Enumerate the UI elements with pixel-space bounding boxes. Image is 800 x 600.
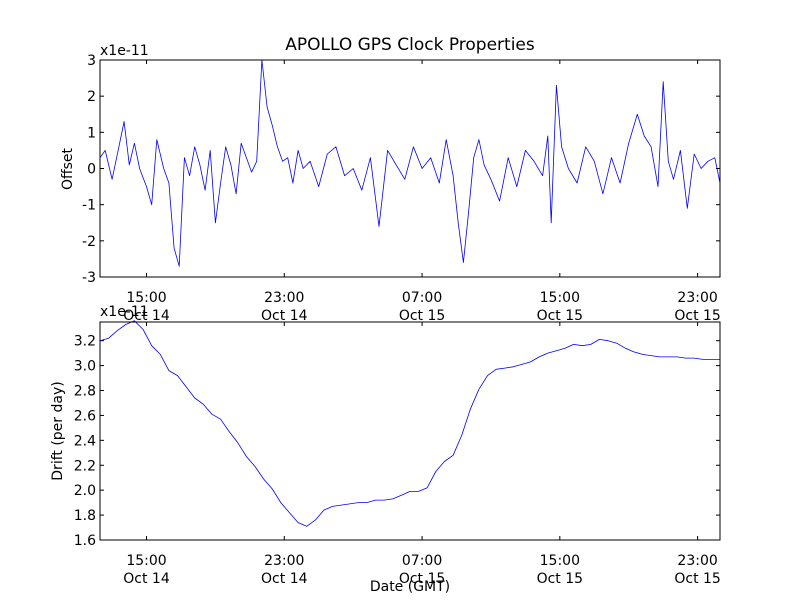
drift-y-tick-label: 2.0 (74, 483, 96, 499)
drift-ticks: 1.6 1.8 2.0 2.2 2.4 2.6 2.8 3.0 3.2 15:00 Oct 14 23… (74, 322, 721, 587)
offset-x-tick-time: 23:00 (264, 290, 304, 306)
drift-plot-frame (100, 322, 720, 540)
offset-y-tick-label: 3 (87, 53, 96, 69)
offset-y-tick-label: 0 (87, 162, 96, 178)
drift-x-tick-date: Oct 14 (123, 571, 170, 587)
drift-x-tick-time: 23:00 (264, 553, 304, 569)
offset-y-tick-label: -1 (82, 198, 96, 214)
drift-y-tick-label: 1.6 (74, 533, 96, 549)
offset-x-tick-time: 23:00 (677, 290, 717, 306)
drift-y-tick-label: 2.2 (74, 458, 96, 474)
drift-y-label: Drift (per day) (50, 381, 66, 480)
drift-panel: x1e-11 Drift (per day) 1.6 1.8 2.0 2.2 2.4 2.… (50, 304, 721, 587)
drift-x-tick-time: 23:00 (677, 553, 717, 569)
drift-x-tick-time: 07:00 (402, 553, 442, 569)
drift-x-tick-time: 15:00 (126, 553, 166, 569)
drift-y-multiplier: x1e-11 (100, 304, 149, 320)
offset-y-tick-label: 2 (87, 89, 96, 105)
drift-x-tick-date: Oct 14 (261, 571, 308, 587)
offset-y-label: Offset (60, 147, 76, 190)
drift-y-tick-label: 2.8 (74, 384, 96, 400)
drift-x-tick-time: 15:00 (540, 553, 580, 569)
drift-y-tick-label: 1.8 (74, 508, 96, 524)
drift-y-tick-label: 3.0 (74, 359, 96, 375)
drift-series-line (100, 321, 720, 527)
offset-y-tick-label: -2 (82, 234, 96, 250)
drift-x-tick-date: Oct 15 (674, 571, 720, 587)
offset-plot-frame (100, 60, 720, 277)
figure-title: APOLLO GPS Clock Properties (285, 35, 535, 55)
drift-y-tick-label: 3.2 (74, 334, 96, 350)
drift-y-tick-label: 2.6 (74, 408, 96, 424)
drift-x-tick-date: Oct 15 (537, 571, 583, 587)
offset-y-tick-label: 1 (87, 125, 96, 141)
offset-y-multiplier: x1e-11 (100, 43, 149, 59)
offset-x-tick-time: 15:00 (540, 290, 580, 306)
offset-series-line (100, 60, 720, 266)
offset-x-tick-time: 07:00 (402, 290, 442, 306)
drift-y-tick-label: 2.4 (74, 433, 96, 449)
x-axis-label: Date (GMT) (370, 579, 450, 595)
offset-y-tick-label: -3 (82, 270, 96, 286)
